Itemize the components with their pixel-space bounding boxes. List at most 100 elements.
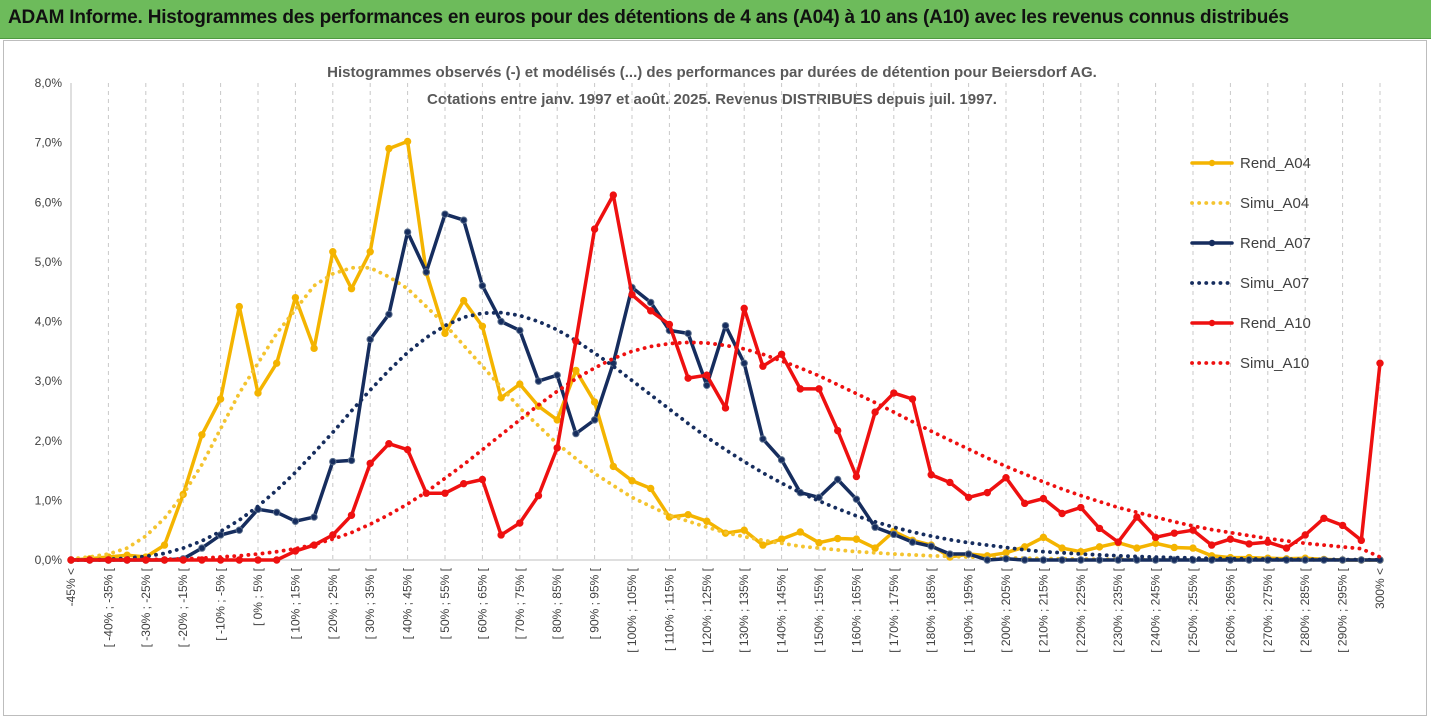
data-point xyxy=(1170,543,1179,552)
data-point xyxy=(1282,544,1291,552)
series-lines xyxy=(67,137,1384,564)
data-point xyxy=(1058,509,1066,518)
x-tick-label: [ -10% ; -5% [ xyxy=(214,567,228,640)
data-point xyxy=(572,337,580,345)
data-point xyxy=(777,535,786,543)
chart-subtitle: Cotations entre janv. 1997 et août. 2025… xyxy=(427,91,997,108)
data-point xyxy=(890,530,898,539)
data-point xyxy=(609,191,617,199)
x-tick-label: [ 260% ; 265% [ xyxy=(1223,567,1237,652)
data-point xyxy=(1002,549,1010,557)
data-point xyxy=(609,462,617,471)
data-point xyxy=(927,471,935,479)
data-point xyxy=(516,380,524,388)
data-point xyxy=(534,491,543,500)
x-tick-label: [ 270% ; 275% [ xyxy=(1261,567,1275,652)
data-point xyxy=(460,479,468,488)
data-point xyxy=(1226,535,1235,543)
data-point xyxy=(983,488,991,497)
data-point xyxy=(1095,524,1104,533)
data-point xyxy=(385,144,393,153)
series-line xyxy=(69,340,1382,562)
data-point xyxy=(1151,533,1160,542)
data-point xyxy=(347,511,356,519)
data-point xyxy=(291,293,300,302)
data-point xyxy=(871,544,879,552)
data-point xyxy=(740,304,748,313)
x-tick-label: [ 280% ; 285% [ xyxy=(1298,567,1312,652)
y-tick-label: 6,0% xyxy=(35,195,63,209)
data-point xyxy=(366,459,374,468)
data-point xyxy=(740,359,748,367)
axes xyxy=(70,83,1380,561)
legend-marker xyxy=(1208,319,1216,327)
data-point xyxy=(403,445,412,454)
data-point xyxy=(852,535,861,543)
data-point xyxy=(235,302,244,311)
legend-marker xyxy=(1208,159,1216,167)
data-point xyxy=(254,389,262,397)
series-rend-a04 xyxy=(67,137,1384,564)
legend-label: Rend_A07 xyxy=(1240,235,1311,252)
data-point xyxy=(1151,539,1160,548)
data-point xyxy=(1039,556,1048,564)
data-point xyxy=(1338,521,1347,530)
data-point xyxy=(1077,503,1085,512)
x-tick-label: [ 10% ; 15% [ xyxy=(288,567,302,639)
chart-title: Histogrammes observés (-) et modélisés (… xyxy=(327,64,1097,81)
series-simu-a07 xyxy=(69,310,1382,562)
x-tick-label: [ 70% ; 75% [ xyxy=(513,567,527,639)
data-point xyxy=(777,350,786,358)
data-point xyxy=(1245,540,1253,548)
legend-entry: Rend_A07 xyxy=(1190,235,1311,252)
data-point xyxy=(684,374,692,382)
data-point xyxy=(235,526,244,534)
legend-marker xyxy=(1208,239,1216,247)
data-point xyxy=(1133,513,1141,521)
data-point xyxy=(347,285,356,293)
x-tick-label: [ -40% ; -35% [ xyxy=(101,567,115,647)
x-tick-label: [ 150% ; 155% [ xyxy=(812,567,826,652)
x-tick-label: [ 170% ; 175% [ xyxy=(887,567,901,652)
data-point xyxy=(1208,541,1216,549)
data-point xyxy=(235,556,244,564)
data-point xyxy=(216,395,225,403)
data-point xyxy=(665,320,674,329)
data-point xyxy=(366,335,374,344)
data-point xyxy=(759,362,767,370)
vertical-gridlines xyxy=(70,83,1381,560)
data-point xyxy=(1376,359,1384,367)
x-tick-label: [ 160% ; 165% [ xyxy=(849,567,863,652)
data-point xyxy=(310,344,318,353)
x-tick-label: [ 130% ; 135% [ xyxy=(737,567,751,652)
x-tick-label: [ 250% ; 255% [ xyxy=(1186,567,1200,652)
data-point xyxy=(927,542,935,550)
data-point xyxy=(478,475,487,484)
data-point xyxy=(1077,556,1085,564)
data-point xyxy=(740,526,748,534)
legend-label: Simu_A10 xyxy=(1240,355,1309,372)
data-point xyxy=(329,248,337,256)
x-tick-label: [ 140% ; 145% [ xyxy=(775,567,789,652)
data-point xyxy=(273,508,281,516)
data-point xyxy=(198,544,206,552)
data-point xyxy=(1020,556,1029,564)
legend-label: Simu_A04 xyxy=(1240,195,1309,212)
data-point xyxy=(329,531,337,539)
x-tick-label: [ 50% ; 55% [ xyxy=(438,567,452,639)
x-tick-label: [ 290% ; 295% [ xyxy=(1336,567,1350,652)
data-point xyxy=(254,556,262,564)
data-point xyxy=(1058,556,1066,564)
legend-entry: Simu_A10 xyxy=(1190,355,1309,372)
legend-label: Simu_A07 xyxy=(1240,275,1309,292)
data-point xyxy=(1357,536,1366,545)
data-point xyxy=(1189,526,1197,534)
x-tick-label: [ 110% ; 115% [ xyxy=(662,567,676,651)
x-tick-label: [ 200% ; 205% [ xyxy=(999,567,1013,652)
y-tick-label: 5,0% xyxy=(35,255,63,269)
data-point xyxy=(273,556,281,564)
data-point xyxy=(590,416,599,424)
legend-label: Rend_A10 xyxy=(1240,315,1311,332)
legend-entry: Rend_A10 xyxy=(1190,315,1311,332)
data-point xyxy=(497,531,505,539)
